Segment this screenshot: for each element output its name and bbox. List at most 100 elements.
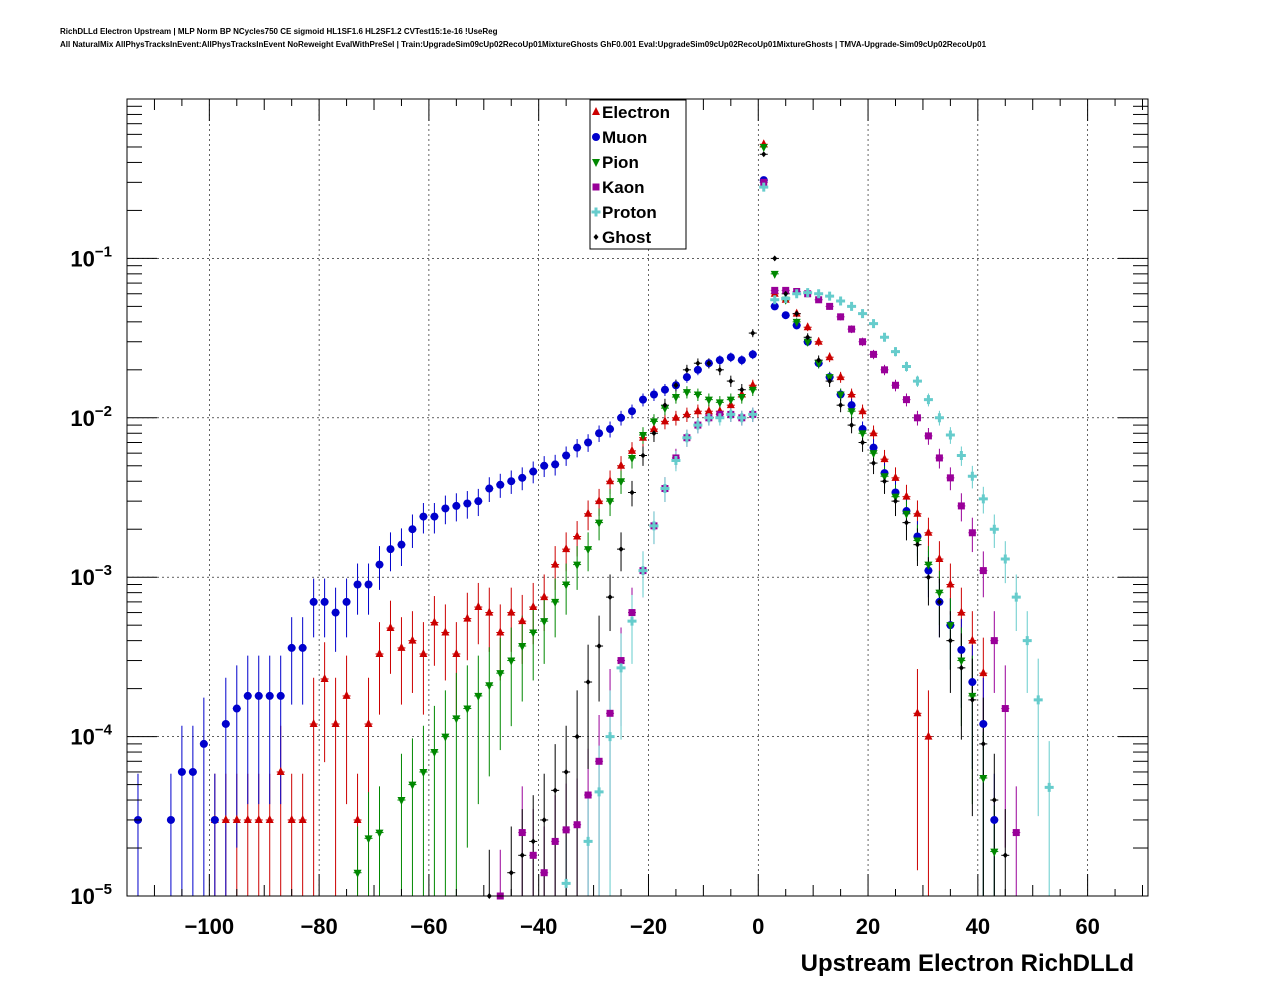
plot-frame bbox=[126, 98, 1149, 897]
kaon-point bbox=[870, 350, 878, 358]
proton-point bbox=[814, 289, 824, 299]
ghost-point bbox=[936, 598, 942, 605]
proton-point bbox=[1033, 695, 1043, 705]
kaon-point bbox=[551, 837, 559, 845]
ghost-point bbox=[739, 386, 745, 393]
muon-point bbox=[320, 597, 329, 606]
proton-point bbox=[847, 301, 857, 311]
proton-point bbox=[880, 332, 890, 342]
electron-point bbox=[408, 635, 417, 644]
x-tick-label: −80 bbox=[300, 914, 337, 939]
electron-point bbox=[452, 648, 461, 657]
pion-point bbox=[792, 318, 801, 327]
muon-point bbox=[770, 302, 779, 311]
electron-point bbox=[221, 814, 230, 823]
ghost-point bbox=[717, 366, 723, 373]
electron-point bbox=[693, 406, 702, 415]
ghost-point bbox=[541, 816, 547, 823]
electron-point bbox=[803, 322, 812, 331]
kaon-point bbox=[935, 454, 943, 462]
proton-point bbox=[989, 524, 999, 534]
muon-point bbox=[726, 353, 735, 362]
electron-point bbox=[496, 627, 505, 636]
data-markers bbox=[133, 139, 1054, 900]
electron-point bbox=[924, 731, 933, 740]
ghost-point bbox=[629, 489, 635, 496]
pion-point bbox=[682, 389, 691, 398]
error-bars bbox=[133, 143, 1054, 897]
pion-point bbox=[946, 622, 955, 631]
kaon-point bbox=[760, 178, 768, 186]
x-tick-label: 60 bbox=[1075, 914, 1099, 939]
ghost-legend-marker bbox=[593, 234, 599, 240]
muon-point bbox=[463, 499, 472, 508]
electron-point bbox=[606, 476, 615, 485]
muon-point bbox=[628, 407, 637, 416]
electron-point bbox=[617, 460, 626, 469]
pion-point bbox=[529, 629, 538, 638]
kaon-point bbox=[518, 829, 526, 837]
pion-point bbox=[507, 657, 516, 666]
pion-legend-marker bbox=[592, 159, 600, 167]
proton-point bbox=[1000, 554, 1010, 564]
electron-point bbox=[869, 428, 878, 437]
muon-point bbox=[309, 597, 318, 606]
electron-point bbox=[858, 406, 867, 415]
proton-point bbox=[638, 566, 648, 576]
muon-point bbox=[254, 691, 263, 700]
muon-point bbox=[924, 566, 933, 575]
ghost-point bbox=[728, 378, 734, 385]
ghost-point bbox=[892, 498, 898, 505]
pion-point bbox=[518, 643, 527, 652]
muon-point bbox=[638, 395, 647, 404]
electron-point bbox=[287, 814, 296, 823]
muon-point bbox=[221, 719, 230, 728]
electron-point bbox=[946, 579, 955, 588]
electron-point bbox=[584, 508, 593, 517]
electron-point bbox=[891, 472, 900, 481]
pion-point bbox=[693, 391, 702, 400]
muon-point bbox=[551, 460, 560, 469]
muon-point bbox=[573, 443, 582, 452]
y-tick-label: 10−3 bbox=[70, 562, 112, 590]
ghost-point bbox=[706, 360, 712, 367]
kaon-point bbox=[826, 302, 834, 310]
proton-point bbox=[803, 288, 813, 298]
muon-point bbox=[166, 815, 175, 824]
pion-point bbox=[814, 360, 823, 369]
ghost-point bbox=[618, 546, 624, 553]
kaon-point bbox=[1001, 705, 1009, 713]
electron-point bbox=[704, 406, 713, 415]
muon-point bbox=[342, 597, 351, 606]
ghost-legend-label: Ghost bbox=[602, 228, 651, 247]
pion-point bbox=[913, 537, 922, 546]
electron-point bbox=[814, 336, 823, 345]
electron-point bbox=[518, 616, 527, 625]
proton-point bbox=[1022, 636, 1032, 646]
pion-point bbox=[737, 394, 746, 403]
muon-point bbox=[990, 815, 999, 824]
proton-point bbox=[945, 430, 955, 440]
muon-point bbox=[649, 390, 658, 399]
muon-point bbox=[232, 704, 241, 713]
electron-point bbox=[463, 613, 472, 622]
muon-legend-label: Muon bbox=[602, 128, 647, 147]
muon-point bbox=[287, 643, 296, 652]
ghost-point bbox=[640, 452, 646, 459]
kaon-point bbox=[628, 609, 636, 617]
axis-ticks bbox=[126, 99, 1148, 897]
y-tick-label: 10−1 bbox=[70, 243, 112, 271]
ghost-point bbox=[947, 637, 953, 644]
electron-legend-label: Electron bbox=[602, 103, 670, 122]
muon-point bbox=[957, 645, 966, 654]
ghost-point bbox=[750, 330, 756, 337]
ghost-point bbox=[574, 733, 580, 740]
kaon-point bbox=[924, 432, 932, 440]
pion-point bbox=[847, 408, 856, 417]
electron-point bbox=[551, 559, 560, 568]
pion-point bbox=[770, 270, 779, 279]
electron-point bbox=[836, 372, 845, 381]
muon-point bbox=[474, 497, 483, 506]
proton-point bbox=[978, 494, 988, 504]
proton-point bbox=[737, 413, 747, 423]
